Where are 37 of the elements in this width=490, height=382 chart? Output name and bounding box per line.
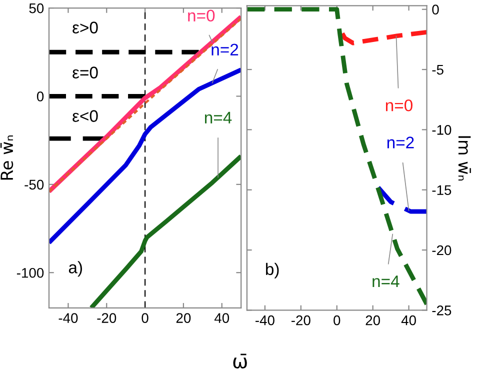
annotation: ε>0 (72, 22, 98, 34)
x-tick-label: -20 (291, 315, 310, 326)
x-tick-label: 20 (366, 315, 380, 326)
annotation: ε=0 (72, 66, 98, 78)
line-series (49, 68, 242, 245)
x-tick-label: -20 (97, 313, 116, 323)
y-axis-title: Im w̄ₙ (458, 136, 471, 180)
x-tick-label: 0 (142, 313, 148, 323)
y-tick-label: -10 (432, 125, 452, 135)
x-tick-label: 40 (214, 313, 230, 323)
text: n=4 (205, 112, 232, 124)
x-tick-label: 20 (176, 313, 191, 323)
series-label: n=2 (212, 44, 238, 56)
y-tick-label: 0 (36, 92, 44, 102)
annotation: a) (68, 261, 82, 277)
y-tick-label: -50 (24, 180, 44, 190)
text: n=0 (386, 99, 412, 112)
series-label: n=0 (188, 10, 215, 22)
y-tick-label: -100 (16, 268, 44, 278)
y-tick-label: -25 (432, 306, 452, 316)
y-tick-label: 50 (29, 3, 44, 14)
y-axis-title: Re w̄ₙ (0, 136, 14, 180)
x-tick-label: -40 (58, 313, 78, 323)
x-tick-label: 0 (334, 315, 340, 326)
y-tick-label: -20 (432, 245, 452, 256)
x-tick-label: 40 (401, 315, 416, 326)
line-series (89, 154, 242, 308)
x-tick-label: -40 (256, 315, 274, 326)
annotation: ε<0 (72, 110, 98, 122)
y-tick-label: -5 (432, 64, 444, 75)
text: n=2 (387, 136, 414, 148)
y-tick-label: 0 (432, 4, 439, 15)
x-axis-title: ω̄ (233, 354, 247, 369)
y-tick-label: -15 (432, 185, 452, 196)
line-series (340, 30, 427, 46)
series-label: n=4 (372, 276, 400, 288)
annotation: b) (266, 262, 279, 278)
